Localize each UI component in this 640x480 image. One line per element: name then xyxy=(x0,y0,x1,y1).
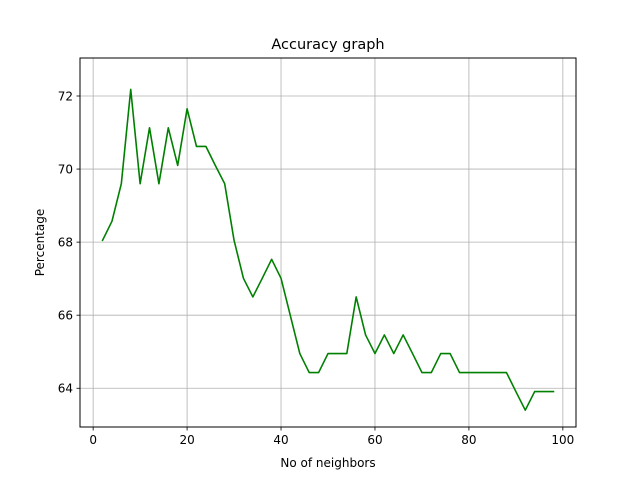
x-tick-label: 100 xyxy=(551,433,574,447)
x-tick-label: 0 xyxy=(89,433,97,447)
x-tick-label: 80 xyxy=(461,433,476,447)
x-axis-ticks: 0 20 40 60 80 100 xyxy=(89,427,574,447)
chart-title: Accuracy graph xyxy=(271,37,384,53)
y-tick-label: 66 xyxy=(58,309,73,323)
y-tick-label: 72 xyxy=(58,89,73,103)
y-axis-ticks: 64 66 68 70 72 xyxy=(58,89,80,396)
grid-lines xyxy=(80,58,576,427)
series-layer xyxy=(101,88,555,411)
y-tick-label: 64 xyxy=(58,382,73,396)
x-axis-label: No of neighbors xyxy=(280,456,375,470)
x-tick-label: 40 xyxy=(273,433,288,447)
y-axis-label: Percentage xyxy=(33,209,47,277)
y-tick-label: 68 xyxy=(58,235,73,249)
x-tick-label: 60 xyxy=(367,433,382,447)
y-tick-label: 70 xyxy=(58,162,73,176)
series-line xyxy=(101,88,555,411)
x-tick-label: 20 xyxy=(179,433,194,447)
